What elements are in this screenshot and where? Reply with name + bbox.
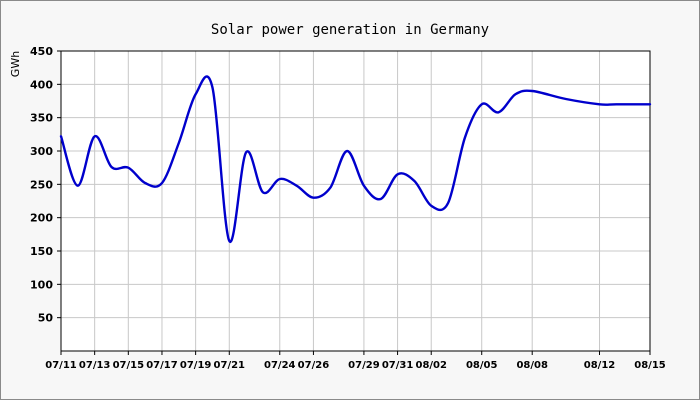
x-tick-label: 07/11 bbox=[45, 360, 77, 371]
plot-background bbox=[60, 50, 651, 352]
y-tick-label: 200 bbox=[30, 212, 53, 225]
x-tick-label: 07/13 bbox=[79, 360, 111, 371]
y-tick-label: 100 bbox=[30, 278, 53, 291]
y-tick-label: 150 bbox=[30, 245, 53, 258]
x-tick-label: 07/24 bbox=[264, 360, 296, 371]
y-tick-label: 350 bbox=[30, 112, 53, 125]
x-tick-label: 07/31 bbox=[382, 360, 414, 371]
y-tick-label: 300 bbox=[30, 145, 53, 158]
y-tick-label: 450 bbox=[30, 45, 53, 58]
x-tick-label: 08/08 bbox=[516, 360, 548, 371]
x-tick-label: 07/15 bbox=[113, 360, 145, 371]
y-tick-label: 250 bbox=[30, 178, 53, 191]
y-tick-label: 400 bbox=[30, 78, 53, 91]
x-tick-label: 08/12 bbox=[584, 360, 616, 371]
x-tick-label: 08/05 bbox=[466, 360, 498, 371]
x-tick-label: 07/21 bbox=[214, 360, 246, 371]
plot-border bbox=[60, 50, 651, 352]
x-tick-label: 08/15 bbox=[634, 360, 666, 371]
chart-title: Solar power generation in Germany bbox=[211, 22, 489, 38]
x-tick-label: 07/29 bbox=[348, 360, 380, 371]
x-tick-label: 07/19 bbox=[180, 360, 212, 371]
y-axis-label: GWh bbox=[9, 51, 22, 77]
x-tick-label: 07/26 bbox=[298, 360, 330, 371]
series-line bbox=[59, 75, 652, 243]
x-tick-label: 07/17 bbox=[146, 360, 178, 371]
x-tick-label: 08/02 bbox=[415, 360, 447, 371]
y-tick-label: 50 bbox=[38, 312, 54, 325]
